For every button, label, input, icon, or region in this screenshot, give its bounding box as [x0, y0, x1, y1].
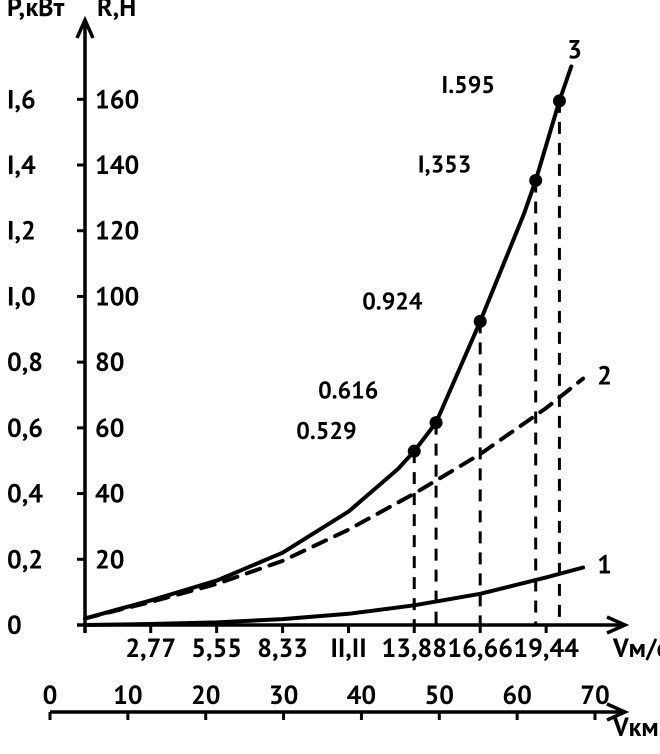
- data-point-label: І.595: [441, 69, 495, 100]
- y-tick-label-left: 0,4: [7, 478, 43, 511]
- x-axis-unit: Vм/c: [612, 632, 660, 665]
- x-tick-label: 5,55: [191, 632, 242, 665]
- y-tick-label-left: 0,2: [7, 543, 43, 576]
- x2-tick-label: 20: [191, 679, 220, 712]
- y-tick-label-left: І,0: [7, 280, 36, 313]
- data-point-label: 0.924: [362, 285, 423, 316]
- x2-tick-label: 60: [502, 679, 531, 712]
- x2-tick-label: 70: [580, 679, 609, 712]
- x2-tick-label: 40: [347, 679, 376, 712]
- x-tick-label: 19,44: [513, 632, 579, 665]
- x-tick-label: 16,66: [447, 632, 513, 665]
- y-tick-label-left: І,2: [7, 215, 36, 248]
- y-tick-label-right: 40: [95, 478, 124, 511]
- x2-axis-unit: Vкм,ч: [612, 711, 660, 744]
- data-point-label: І,353: [418, 148, 472, 179]
- x-tick-label: 8,33: [257, 632, 308, 665]
- data-point: [474, 315, 487, 328]
- y-label-right: R,H: [97, 0, 136, 24]
- y-tick-label-right: 100: [95, 280, 139, 313]
- y-tick-label-right: 140: [95, 149, 139, 182]
- y-tick-label-left: 0,6: [7, 412, 43, 445]
- curve-label-1: 1: [597, 549, 612, 582]
- x2-tick-label: 10: [113, 679, 142, 712]
- chart: 00,2200,4400,6600,880І,0100І,2120І,4140І…: [0, 0, 660, 754]
- data-point: [529, 174, 542, 187]
- x-tick-label: 2,77: [125, 632, 176, 665]
- curve-label-3: 3: [567, 33, 582, 66]
- data-point-label: 0.616: [318, 375, 378, 406]
- y-tick-label-left: І,4: [7, 149, 36, 182]
- x2-tick-label: 30: [269, 679, 298, 712]
- x-tick-label: 13,88: [381, 632, 447, 665]
- x2-tick-label: 0: [43, 679, 58, 712]
- y-tick-label-right: 120: [95, 215, 139, 248]
- data-point: [408, 445, 421, 458]
- y-tick-label-left: І,6: [7, 83, 36, 116]
- curve-label-2: 2: [597, 360, 612, 393]
- data-point-label: 0.529: [296, 415, 356, 446]
- y-tick-label-right: 160: [95, 83, 139, 116]
- y-tick-label-right: 80: [95, 346, 124, 379]
- y-tick-label-right: 20: [95, 543, 124, 576]
- x2-tick-label: 50: [425, 679, 454, 712]
- data-point: [553, 94, 566, 107]
- y-tick-label-left: 0,8: [7, 346, 43, 379]
- data-point: [430, 416, 443, 429]
- y-label-left: Р,кВт: [7, 0, 65, 24]
- curve-3: [85, 66, 571, 618]
- y-tick-label-left: 0: [7, 609, 22, 642]
- y-tick-label-right: 60: [95, 412, 124, 445]
- x-tick-label: II,II: [330, 632, 366, 665]
